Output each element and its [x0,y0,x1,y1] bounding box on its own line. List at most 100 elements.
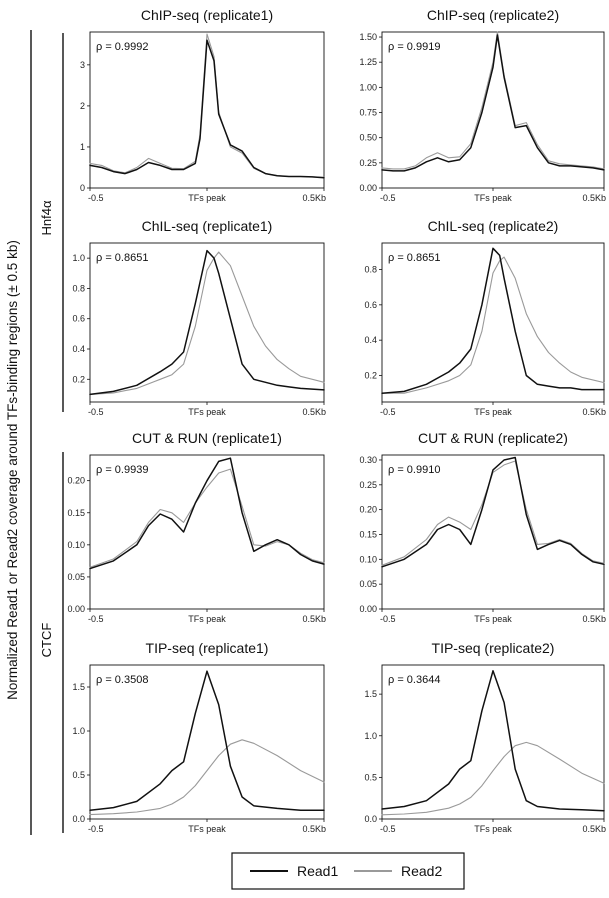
group-label-hnf4a: Hnf4α [39,200,54,235]
x-tick-label: TFs peak [474,614,512,624]
x-tick-label: TFs peak [474,407,512,417]
y-tick-label: 1 [80,142,85,152]
rho-annotation: ρ = 0.3644 [388,674,440,686]
series-line-read1 [381,247,605,394]
y-tick-label: 0.5 [364,772,377,782]
x-tick-label: TFs peak [188,407,226,417]
y-tick-label: 0.00 [359,183,377,193]
x-tick-label: -0.5 [88,614,104,624]
x-tick-label: 0.5Kb [582,614,606,624]
legend-label-read2: Read2 [401,863,442,879]
x-tick-label: -0.5 [88,193,104,203]
x-tick-label: 0.5Kb [582,193,606,203]
y-tick-label: 0.0 [72,814,85,824]
chart-chil-seq-replicate2: ChIL-seq (replicate2) 0.2 0.4 0.6 0.8 -0.5 TFs… [364,218,606,417]
y-tick-label: 0.25 [359,480,377,490]
y-tick-label: 0.8 [72,283,85,293]
x-tick-label: 0.5Kb [302,824,326,834]
chart-cut-run-replicate2: CUT & RUN (replicate2) 0.00 0.05 0.10 0.15 0.… [359,430,606,624]
x-tick-label: -0.5 [380,614,396,624]
y-tick-label: 0.2 [364,371,377,381]
rho-annotation: ρ = 0.8651 [96,252,148,264]
y-tick-label: 3 [80,60,85,70]
y-tick-label: 2 [80,101,85,111]
y-tick-label: 0.00 [359,604,377,614]
y-tick-label: 0.30 [359,455,377,465]
rho-annotation: ρ = 0.9919 [388,41,440,53]
series-line-read1 [89,457,325,570]
rho-annotation: ρ = 0.9910 [388,464,440,476]
y-tick-label: 0.05 [67,572,85,582]
series-line-read2 [89,251,325,395]
y-tick-label: 0.75 [359,108,377,118]
plot-frame [381,664,605,820]
y-tick-label: 0.4 [364,335,377,345]
y-tick-label: 0 [80,183,85,193]
y-tick-label: 0.00 [67,604,85,614]
y-tick-label: 0.6 [72,314,85,324]
y-tick-label: 1.25 [359,57,377,67]
series-line-read1 [89,670,325,811]
plot-frame [381,454,605,610]
y-tick-label: 0.15 [359,529,377,539]
chart-cut-run-replicate1: CUT & RUN (replicate1) 0.00 0.05 0.10 0.15 0.… [67,430,326,624]
chart-title: ChIP-seq (replicate2) [427,7,559,23]
y-tick-label: 1.0 [364,731,377,741]
chart-chip-seq-replicate2: ChIP-seq (replicate2) 0.00 0.25 0.50 0.75 1.0… [359,7,606,203]
y-tick-label: 0.50 [359,133,377,143]
chart-title: TIP-seq (replicate2) [432,640,555,656]
plot-frame [89,664,325,820]
plot-frame [89,454,325,610]
series-line-read1 [381,34,605,172]
series-line-read1 [381,670,605,812]
chart-tip-seq-replicate2: TIP-seq (replicate2) 0.0 0.5 1.0 1.5 -0.5 TFs … [364,640,606,834]
x-tick-label: -0.5 [88,407,104,417]
rho-annotation: ρ = 0.9939 [96,464,148,476]
y-tick-label: 0.0 [364,814,377,824]
y-tick-label: 1.50 [359,32,377,42]
chart-title: CUT & RUN (replicate1) [132,430,282,446]
series-line-read1 [381,456,605,568]
legend: Read1 Read2 [231,852,465,890]
rho-annotation: ρ = 0.3508 [96,674,148,686]
plot-frame [89,31,325,189]
rho-annotation: ρ = 0.8651 [388,252,440,264]
series-line-read2 [381,460,605,566]
chart-chip-seq-replicate1: ChIP-seq (replicate1) 0 1 2 3 -0.5 TFs peak 0.5… [80,7,326,203]
series-line-read2 [89,739,325,816]
y-tick-label: 0.5 [72,770,85,780]
plot-frame [89,242,325,403]
x-tick-label: 0.5Kb [582,407,606,417]
series-line-read1 [89,39,325,179]
x-tick-label: -0.5 [380,193,396,203]
series-line-read2 [89,33,325,178]
x-tick-label: 0.5Kb [302,193,326,203]
series-line-read1 [89,249,325,396]
x-tick-label: 0.5Kb [302,407,326,417]
series-line-read2 [381,741,605,816]
chart-panels: ChIP-seq (replicate1) 0 1 2 3 -0.5 TFs peak 0.5… [67,7,606,834]
y-tick-label: 0.2 [72,374,85,384]
y-tick-label: 0.4 [72,344,85,354]
series-line-read2 [381,256,605,394]
y-tick-label: 0.25 [359,158,377,168]
y-tick-label: 0.10 [67,540,85,550]
x-tick-label: -0.5 [88,824,104,834]
y-tick-label: 1.5 [364,689,377,699]
global-y-axis-label: Normalized Read1 or Read2 coverage aroun… [5,240,20,700]
chart-chil-seq-replicate1: ChIL-seq (replicate1) 0.2 0.4 0.6 0.8 1.0 -0.5… [72,218,326,417]
y-tick-label: 0.05 [359,579,377,589]
x-tick-label: 0.5Kb [302,614,326,624]
y-tick-label: 0.20 [359,505,377,515]
y-tick-label: 1.5 [72,682,85,692]
plot-frame [381,242,605,403]
y-tick-label: 0.8 [364,265,377,275]
legend-label-read1: Read1 [297,863,338,879]
chart-title: TIP-seq (replicate1) [146,640,269,656]
x-tick-label: TFs peak [188,614,226,624]
chart-tip-seq-replicate1: TIP-seq (replicate1) 0.0 0.5 1.0 1.5 -0.5 TFs … [72,640,326,834]
y-tick-label: 1.0 [72,726,85,736]
chart-title: ChIL-seq (replicate2) [428,218,559,234]
y-tick-label: 1.0 [72,253,85,263]
